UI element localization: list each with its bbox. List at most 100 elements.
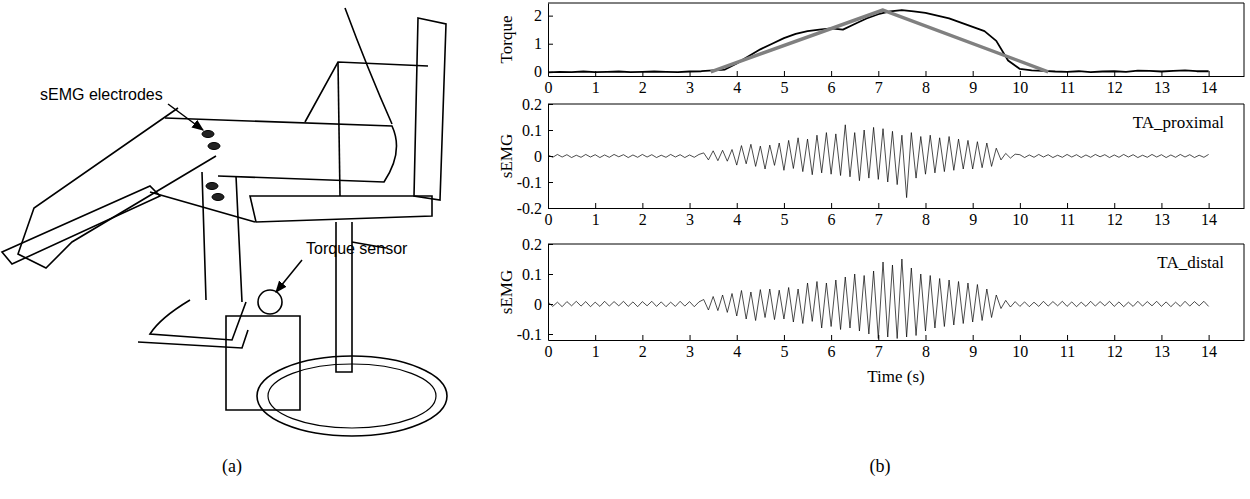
x-tick: 4 (733, 335, 741, 360)
x-tick: 6 (828, 335, 836, 360)
x-tick-label: 1 (592, 79, 600, 96)
x-tick-label: 13 (1154, 79, 1170, 96)
plot-area (548, 259, 1209, 339)
x-tick: 7 (875, 335, 883, 360)
x-axis-line (549, 76, 1245, 77)
sensor-box (226, 316, 300, 410)
armrest (305, 62, 428, 122)
x-tick-mark (973, 71, 974, 76)
x-tick-label: 4 (733, 79, 741, 96)
y-axis-line (548, 245, 549, 341)
x-tick-label: 13 (1154, 211, 1170, 228)
x-tick: 10 (1012, 203, 1028, 228)
x-tick-mark (690, 335, 691, 340)
data-line (711, 10, 1048, 72)
x-tick-mark (784, 203, 785, 208)
chart-panel: 01234567891011121314012Torque (497, 3, 1245, 96)
y-tick: 1 (534, 35, 553, 52)
y-tick-label: 2 (534, 7, 542, 24)
x-tick: 8 (922, 335, 930, 360)
x-tick-label: 11 (1060, 343, 1075, 360)
x-tick-mark (1114, 203, 1115, 208)
x-tick-label: 11 (1060, 79, 1075, 96)
x-axis-line (549, 208, 1245, 209)
x-tick: 4 (733, 71, 741, 96)
x-tick-mark (831, 71, 832, 76)
y-tick-label: 0.2 (522, 236, 542, 253)
x-tick-label: 0 (545, 343, 553, 360)
plot-frame (548, 104, 1244, 208)
x-tick-label: 7 (875, 79, 883, 96)
chart-panel: 01234567891011121314-0.100.10.2sEMGTA_di… (497, 236, 1245, 386)
y-axis: -0.2-0.100.10.2 (517, 96, 553, 217)
data-line (548, 259, 1209, 339)
x-tick-label: 12 (1107, 79, 1123, 96)
electrode (208, 143, 220, 150)
x-axis: 01234567891011121314 (545, 335, 1245, 360)
x-tick: 7 (875, 203, 883, 228)
y-tick-label: -0.1 (517, 326, 542, 343)
y-axis-title: sEMG (497, 270, 516, 314)
x-tick: 1 (592, 71, 600, 96)
x-tick-mark (784, 335, 785, 340)
x-tick-mark (784, 71, 785, 76)
x-tick-mark (1020, 203, 1021, 208)
y-axis-line (548, 4, 549, 77)
x-tick: 5 (780, 71, 788, 96)
x-tick-mark (1067, 335, 1068, 340)
x-tick-label: 12 (1107, 211, 1123, 228)
x-tick-label: 10 (1012, 79, 1028, 96)
x-tick-label: 9 (969, 211, 977, 228)
annotation: TA_distal (1157, 253, 1224, 272)
annotation-arrow (168, 104, 203, 130)
x-tick-label: 4 (733, 343, 741, 360)
y-tick: -0.1 (517, 174, 553, 191)
x-tick: 14 (1201, 335, 1217, 360)
electrode (206, 183, 218, 190)
extended-leg (18, 108, 216, 268)
x-tick-mark (973, 335, 974, 340)
x-tick-label: 7 (875, 343, 883, 360)
x-tick: 12 (1107, 203, 1123, 228)
x-tick: 11 (1060, 335, 1075, 360)
x-tick-label: 13 (1154, 343, 1170, 360)
x-tick: 14 (1201, 71, 1217, 96)
x-tick-mark (642, 335, 643, 340)
panel-label: (b) (870, 456, 891, 477)
x-tick: 3 (686, 335, 694, 360)
y-axis-title: sEMG (497, 134, 516, 178)
x-tick-label: 10 (1012, 343, 1028, 360)
x-tick-label: 8 (922, 79, 930, 96)
chair-base (257, 356, 447, 436)
plot-frame (548, 244, 1244, 340)
shin (202, 172, 242, 302)
x-tick-label: 3 (686, 79, 694, 96)
x-tick-mark (595, 203, 596, 208)
x-tick: 13 (1154, 203, 1170, 228)
x-tick-mark (595, 335, 596, 340)
x-axis: 01234567891011121314 (545, 71, 1245, 96)
x-tick-label: 3 (686, 211, 694, 228)
x-tick: 5 (780, 335, 788, 360)
x-tick-mark (925, 203, 926, 208)
x-tick-mark (737, 71, 738, 76)
x-tick-label: 9 (969, 79, 977, 96)
x-tick: 5 (780, 203, 788, 228)
seat (250, 196, 432, 222)
x-tick-label: 9 (969, 343, 977, 360)
x-tick-mark (737, 335, 738, 340)
x-tick: 2 (639, 203, 647, 228)
x-tick-mark (1020, 335, 1021, 340)
y-tick-label: -0.1 (517, 174, 542, 191)
data-line (548, 125, 1209, 198)
x-tick: 9 (969, 203, 977, 228)
electrode (212, 194, 224, 201)
x-tick-label: 0 (545, 79, 553, 96)
x-tick: 6 (828, 71, 836, 96)
x-tick-mark (1161, 203, 1162, 208)
x-tick: 13 (1154, 71, 1170, 96)
x-tick-label: 14 (1201, 79, 1217, 96)
x-axis: 01234567891011121314 (545, 203, 1245, 228)
x-tick-label: 2 (639, 79, 647, 96)
x-tick: 4 (733, 203, 741, 228)
